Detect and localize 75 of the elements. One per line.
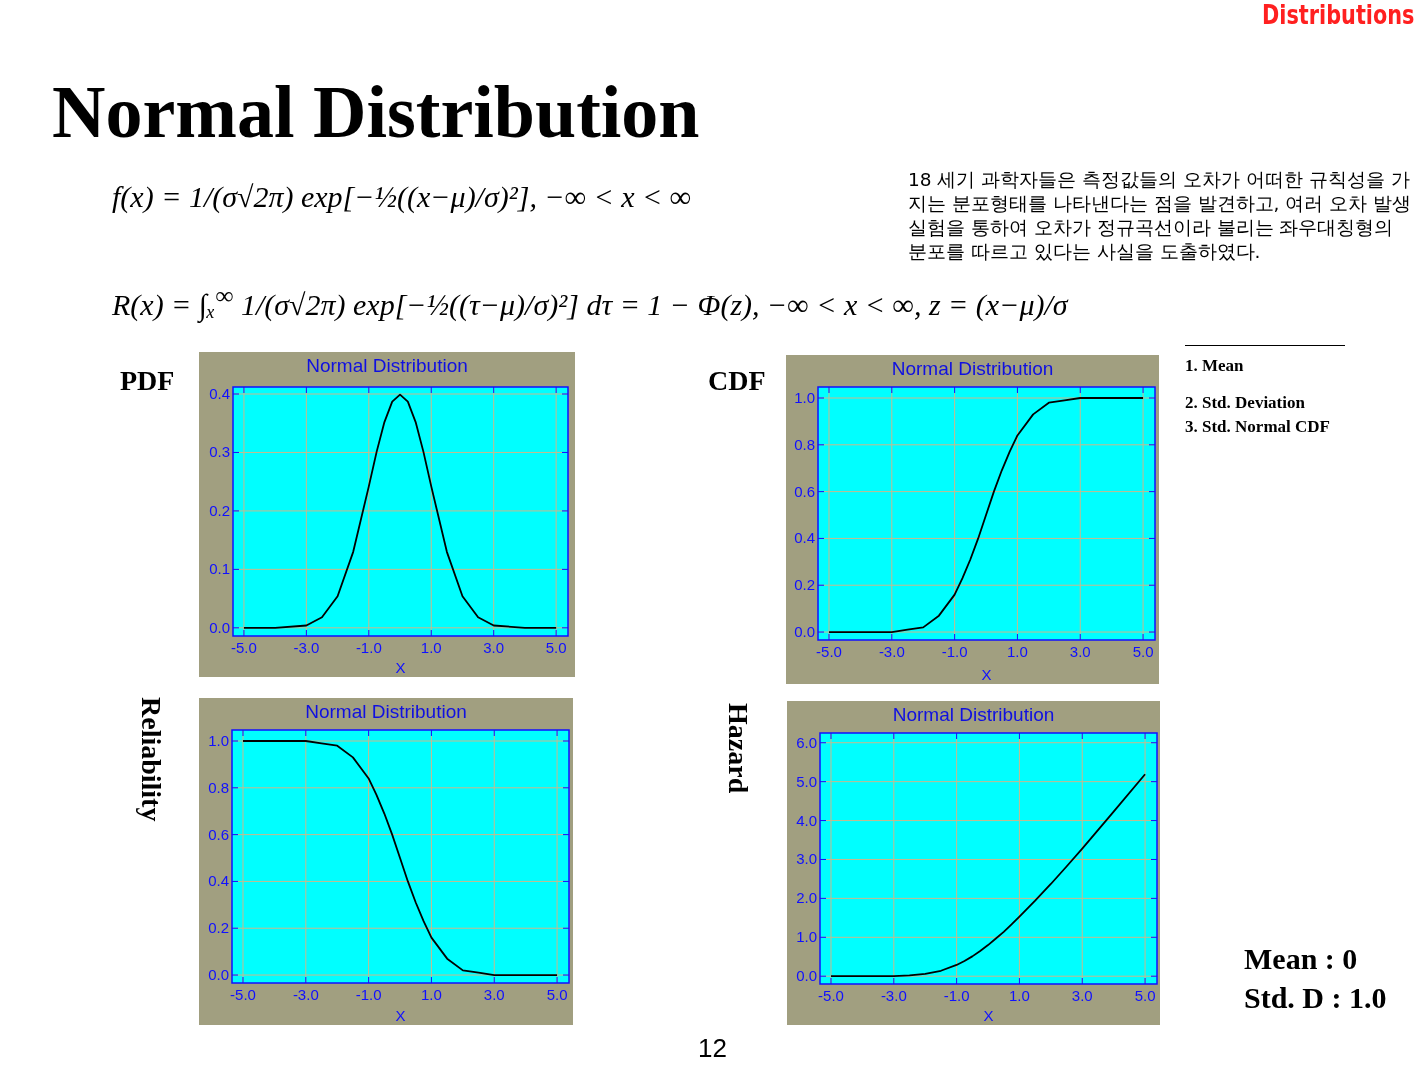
x-tick-label: -1.0 <box>355 639 382 656</box>
x-tick-label: 5.0 <box>546 986 568 1003</box>
text: 12 <box>698 1033 727 1064</box>
x-tick-label: -1.0 <box>943 987 970 1004</box>
x-tick-label: -3.0 <box>880 987 907 1004</box>
y-tick-label: 0.0 <box>208 966 229 984</box>
y-tick-label: 0.2 <box>794 576 815 594</box>
y-tick-label: 0.0 <box>796 967 817 985</box>
text: 18 세기 과학자들은 측정값들의 오차가 어떠한 규칙성을 가지는 분포형태를 나타낸다는 점을 발견하고, 여러 오차 발생 실험을 통하여 오차가 정규곡선이라 불리는 좌우대칭형의 분포를 따르고 있다는 사실을 도출하였다. <box>908 168 1413 264</box>
y-tick-label: 0.2 <box>209 501 230 519</box>
text: Normal Distribution <box>52 70 700 155</box>
x-axis-title: X <box>981 666 992 683</box>
x-tick-label: 1.0 <box>1007 643 1028 660</box>
x-tick-label: -5.0 <box>818 987 844 1004</box>
y-axis-title: Hazard <box>722 703 754 794</box>
y-tick-label: 5.0 <box>796 772 817 790</box>
x-tick-label: 1.0 <box>421 986 442 1003</box>
text: Mean : 0 <box>1244 942 1358 976</box>
y-tick-label: 3.0 <box>796 850 817 868</box>
y-tick-label: 0.6 <box>794 482 815 500</box>
x-tick-label: 3.0 <box>483 986 505 1003</box>
chart-title: Normal Distribution <box>891 358 1054 379</box>
x-tick-label: -3.0 <box>878 643 905 660</box>
x-tick-label: 3.0 <box>483 639 505 656</box>
y-tick-label: 0.0 <box>794 623 815 641</box>
y-tick-label: 1.0 <box>208 732 229 749</box>
y-tick-label: 0.4 <box>209 385 230 403</box>
text: 1. Mean <box>1185 345 1345 376</box>
chart-title: Normal Distribution <box>892 704 1055 725</box>
line-series <box>242 740 558 976</box>
y-tick-label: 0.0 <box>209 618 230 636</box>
x-tick-label: -3.0 <box>293 639 320 656</box>
y-axis-title: Reliability <box>135 697 167 822</box>
line-series <box>830 773 1146 978</box>
x-tick-label: 5.0 <box>545 639 567 656</box>
line-series <box>243 393 558 629</box>
y-tick-label: 2.0 <box>796 889 817 907</box>
text: 3. Std. Normal CDF <box>1185 417 1330 437</box>
y-tick-label: 1.0 <box>794 389 815 406</box>
y-tick-label: 0.8 <box>208 778 229 796</box>
y-axis-title: CDF <box>708 365 766 396</box>
x-tick-label: 5.0 <box>1132 643 1154 660</box>
line-series <box>828 397 1144 633</box>
x-tick-label: -5.0 <box>230 986 256 1003</box>
text: R(x) = ∫ₓ$^{∞}$ 1/(σ√2π) exp[−½((τ−μ)/σ)²] dτ = 1 − Φ(z), −∞ < x < ∞, z = (x−μ)/σ <box>112 282 1068 322</box>
y-tick-label: 0.3 <box>209 443 230 461</box>
y-tick-label: 0.2 <box>208 919 229 937</box>
text: Std. D : 1.0 <box>1244 981 1387 1015</box>
y-tick-label: 0.4 <box>794 529 815 547</box>
x-tick-label: 5.0 <box>1134 987 1156 1004</box>
x-axis-title: X <box>983 1007 994 1024</box>
x-axis-title: X <box>395 659 406 676</box>
y-tick-label: 0.1 <box>209 560 230 578</box>
x-tick-label: -1.0 <box>355 986 382 1003</box>
x-tick-label: 1.0 <box>1009 987 1030 1004</box>
x-tick-label: -5.0 <box>816 643 842 660</box>
text: Distributions <box>1261 0 1414 30</box>
y-tick-label: 0.8 <box>794 435 815 453</box>
text: f(x) = 1/(σ√2π) exp[−½((x−μ)/σ)²], −∞ < x < ∞ <box>112 180 692 214</box>
text: 2. Std. Deviation <box>1185 393 1305 413</box>
x-tick-label: 3.0 <box>1071 987 1093 1004</box>
y-axis-title: PDF <box>120 365 175 396</box>
x-tick-label: -1.0 <box>941 643 968 660</box>
y-tick-label: 4.0 <box>796 811 817 829</box>
x-tick-label: -3.0 <box>292 986 319 1003</box>
y-tick-label: 6.0 <box>796 733 817 751</box>
x-tick-label: 1.0 <box>420 639 442 656</box>
chart-title: Normal Distribution <box>305 701 467 722</box>
y-tick-label: 0.6 <box>208 825 229 843</box>
x-tick-label: -5.0 <box>231 639 257 656</box>
x-axis-title: X <box>395 1007 406 1024</box>
y-tick-label: 0.4 <box>208 872 229 890</box>
y-tick-label: 1.0 <box>796 928 817 946</box>
chart-title: Normal Distribution <box>306 355 468 376</box>
x-tick-label: 3.0 <box>1069 643 1091 660</box>
